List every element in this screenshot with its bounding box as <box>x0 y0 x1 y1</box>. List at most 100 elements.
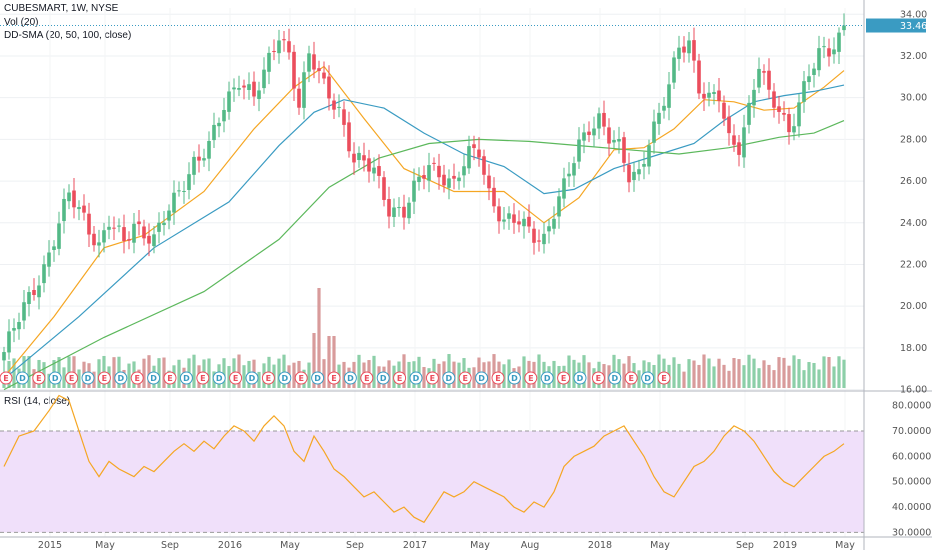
candle-body <box>832 49 836 55</box>
volume-bar <box>587 362 591 388</box>
earnings-marker: E <box>32 371 46 385</box>
dividend-marker: D <box>540 371 554 385</box>
candle-body <box>572 163 576 176</box>
candle-body <box>212 124 216 141</box>
volume-bar <box>707 358 711 388</box>
event-circle <box>81 371 95 385</box>
candle-body <box>82 205 86 213</box>
earnings-marker: E <box>360 371 374 385</box>
volume-bar <box>147 355 151 388</box>
candle-body <box>27 292 31 305</box>
candle-body <box>697 60 701 94</box>
volume-bar <box>582 355 586 388</box>
event-letter: E <box>661 374 666 383</box>
candle-body <box>682 46 686 53</box>
candle-body <box>657 112 661 124</box>
volume-bar <box>62 367 66 388</box>
volume-bar <box>682 371 686 388</box>
volume-bar <box>507 359 511 388</box>
time-tick-label: Sep <box>346 540 364 550</box>
dividend-marker: D <box>245 371 259 385</box>
volume-bar <box>792 355 796 388</box>
candle-body <box>427 165 431 181</box>
candle-body <box>562 178 566 199</box>
candle-body <box>502 219 506 222</box>
earnings-marker: E <box>491 371 505 385</box>
candle-body <box>842 25 846 31</box>
last-price-label: 33.46 <box>900 21 927 32</box>
event-circle <box>278 371 292 385</box>
earnings-marker: E <box>0 371 13 385</box>
earnings-marker: E <box>97 371 111 385</box>
candle-body <box>47 252 51 267</box>
event-letter: E <box>495 374 500 383</box>
volume-bar <box>742 365 746 388</box>
event-letter: D <box>150 374 157 383</box>
volume-bar <box>807 362 811 388</box>
volume-bar <box>157 358 161 388</box>
event-letter: D <box>216 374 223 383</box>
time-tick-label: 2019 <box>773 540 797 550</box>
event-letter: E <box>331 374 336 383</box>
candle-body <box>747 102 751 125</box>
event-letter: D <box>478 374 485 383</box>
event-letter: E <box>298 374 303 383</box>
candle-body <box>292 51 296 89</box>
candle-body <box>592 128 596 136</box>
candle-body <box>137 221 141 225</box>
candle-body <box>287 41 291 53</box>
volume-bar <box>657 354 661 388</box>
candle-body <box>717 90 721 101</box>
candle-body <box>547 226 551 232</box>
candle-body <box>232 87 236 90</box>
candle-body <box>467 146 471 169</box>
event-circle <box>641 371 655 385</box>
event-letter: D <box>380 374 387 383</box>
candle-body <box>597 113 601 129</box>
event-letter: D <box>117 374 124 383</box>
rsi-tick-label: 60.0000 <box>892 451 931 462</box>
candle-body <box>272 50 276 52</box>
event-letter: D <box>183 374 190 383</box>
event-circle <box>475 371 489 385</box>
event-letter: D <box>577 374 584 383</box>
volume-bar <box>572 359 576 388</box>
candle-body <box>107 226 111 230</box>
volume-bar <box>492 354 496 388</box>
dividend-marker: D <box>376 371 390 385</box>
candle-body <box>487 175 491 189</box>
dividend-marker: D <box>311 371 325 385</box>
candle-body <box>472 144 476 149</box>
candle-body <box>642 163 646 167</box>
candle-body <box>632 171 636 181</box>
volume-bar <box>802 370 806 388</box>
candle-body <box>422 175 426 179</box>
volume-bar <box>12 358 16 388</box>
volume-bar <box>237 354 241 388</box>
volume-bar <box>712 366 716 388</box>
candle-body <box>227 91 231 112</box>
candle-body <box>772 91 776 108</box>
event-letter: E <box>528 374 533 383</box>
event-circle <box>261 371 275 385</box>
candle-body <box>347 122 351 152</box>
dividend-marker: D <box>179 371 193 385</box>
volume-bar <box>772 370 776 388</box>
candle-body <box>222 109 226 122</box>
event-circle <box>343 371 357 385</box>
volume-bar <box>162 357 166 388</box>
volume-bar <box>652 364 656 388</box>
candle-body <box>447 178 451 188</box>
candle-body <box>577 139 581 162</box>
symbol-legend: CUBESMART, 1W, NYSE <box>4 3 119 14</box>
earnings-marker: E <box>261 371 275 385</box>
volume-bar <box>612 354 616 388</box>
volume-bar <box>822 356 826 388</box>
candle-body <box>42 264 46 284</box>
event-letter: E <box>430 374 435 383</box>
earnings-marker: E <box>624 371 638 385</box>
event-letter: E <box>3 374 8 383</box>
event-letter: E <box>561 374 566 383</box>
